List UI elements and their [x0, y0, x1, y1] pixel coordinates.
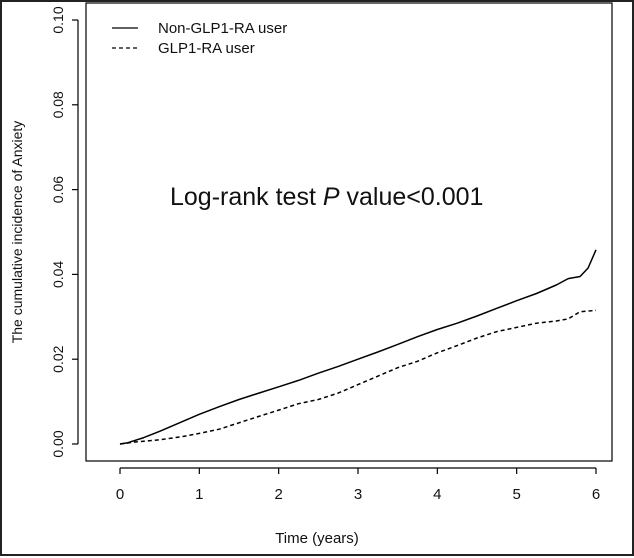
annotation-prefix: Log-rank test [170, 183, 323, 211]
annotation-p: P [323, 183, 340, 211]
series-line-non-glp1 [119, 249, 597, 445]
y-axis-title: The cumulative incidence of Anxiety [9, 121, 25, 344]
x-tick-label: 6 [592, 486, 600, 503]
x-tick-label: 4 [433, 486, 441, 503]
legend-label-non-glp1: Non-GLP1-RA user [158, 20, 287, 37]
x-axis-title: Time (years) [275, 530, 359, 547]
y-tick-label: 0.10 [50, 6, 66, 33]
x-tick-label: 0 [116, 486, 124, 503]
x-tick-label: 2 [274, 486, 282, 503]
legend-label-glp1: GLP1-RA user [158, 40, 255, 57]
y-tick-label: 0.02 [50, 345, 66, 372]
annotation-suffix: value<0.001 [340, 183, 484, 211]
x-tick-label: 3 [354, 486, 362, 503]
y-tick-label: 0.06 [50, 176, 66, 203]
x-tick-label: 5 [512, 486, 520, 503]
y-tick-label: 0.08 [50, 91, 66, 118]
y-tick-label: 0.04 [50, 261, 66, 288]
plot-area-border [85, 2, 613, 462]
x-tick-label: 1 [195, 486, 203, 503]
series-layer [119, 249, 597, 445]
y-tick-label: 0.00 [50, 430, 66, 457]
log-rank-annotation: Log-rank test P value<0.001 [170, 183, 483, 211]
x-axis: 0 1 2 3 4 5 6 [116, 467, 600, 503]
legend: Non-GLP1-RA user GLP1-RA user [112, 20, 287, 57]
y-axis: 0.00 0.02 0.04 0.06 0.08 0.10 [50, 6, 79, 458]
